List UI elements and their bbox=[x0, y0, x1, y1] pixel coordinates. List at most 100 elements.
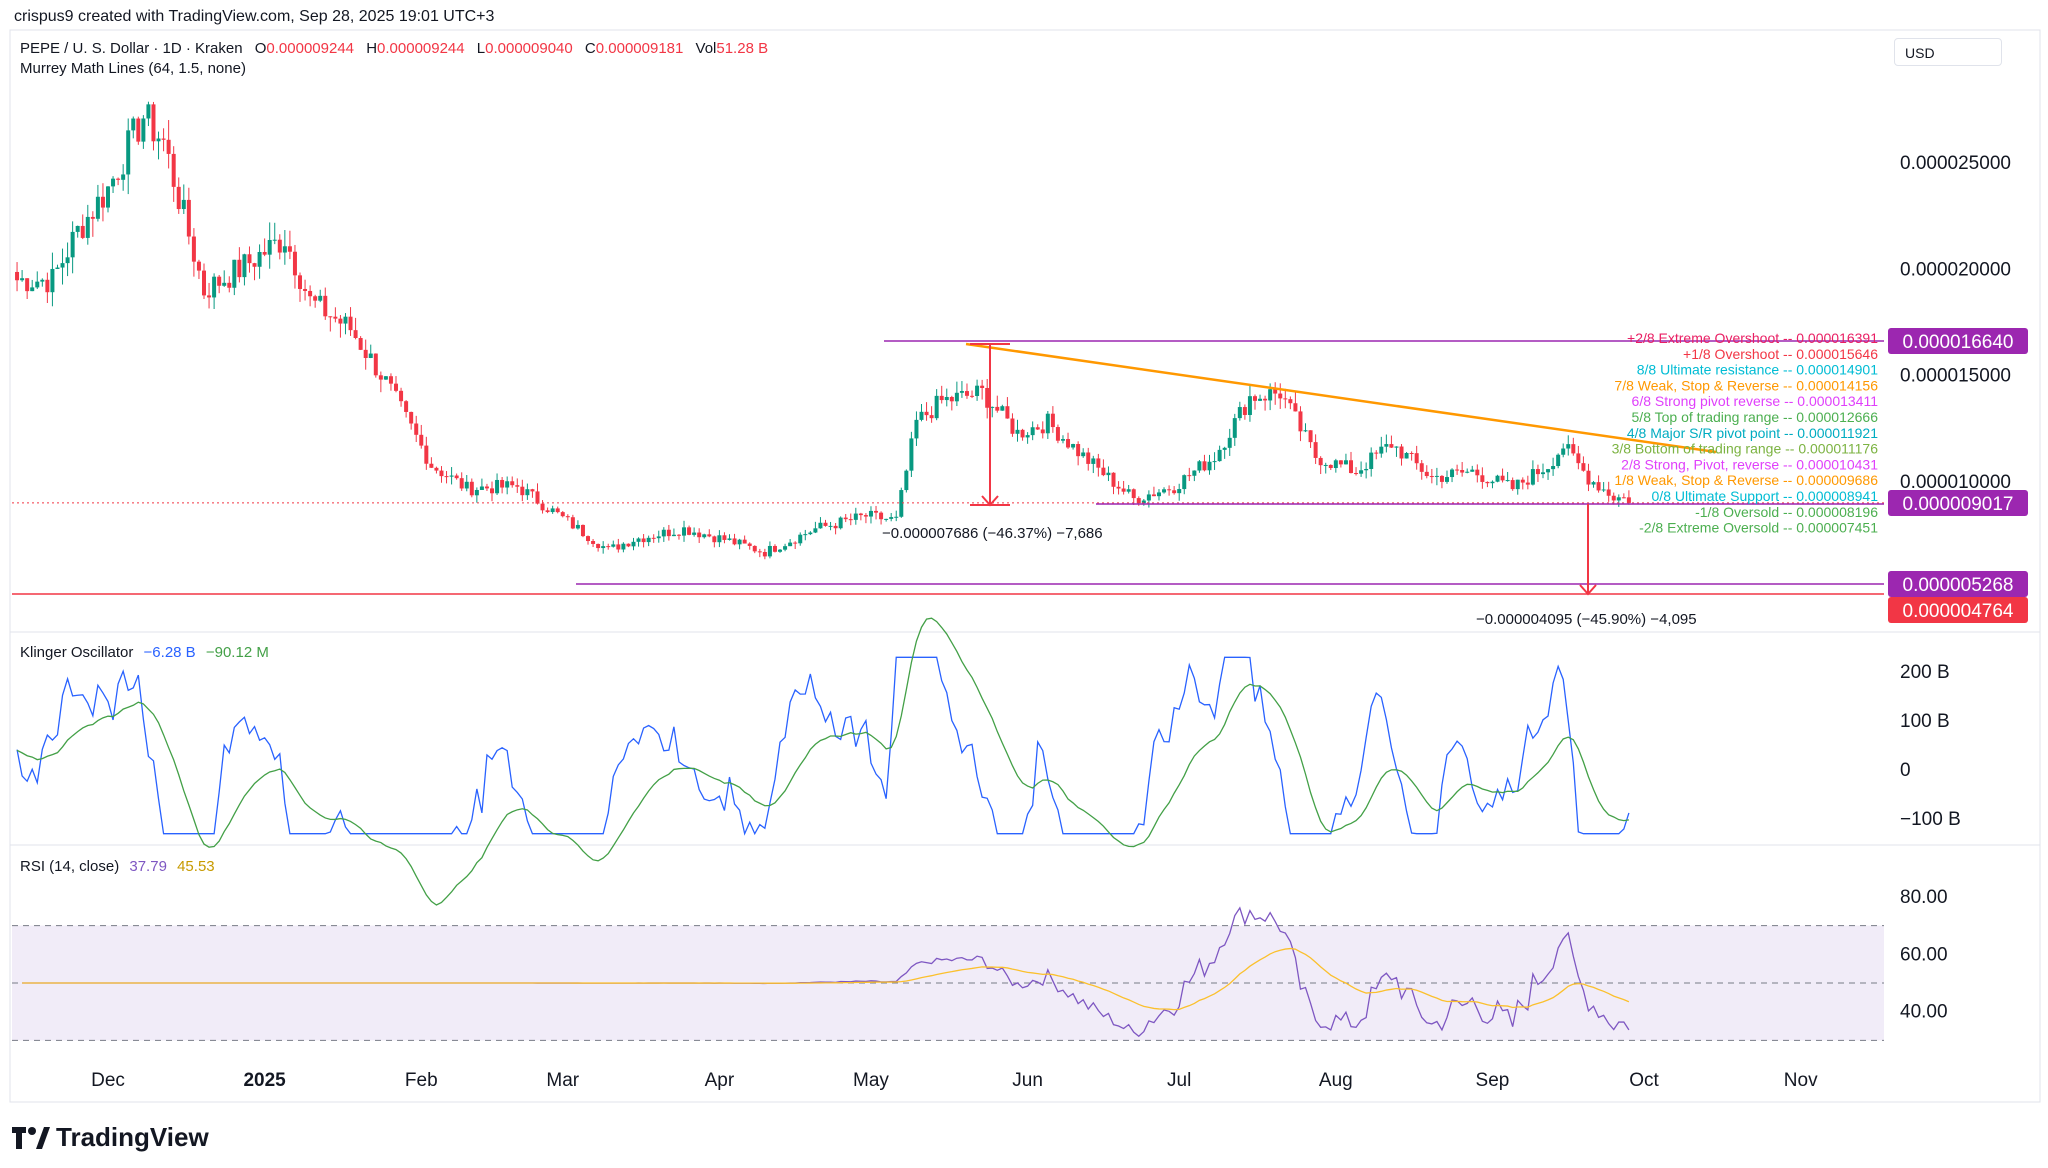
klinger-legend[interactable]: Klinger Oscillator −6.28 B −90.12 M bbox=[20, 644, 269, 661]
candle-body bbox=[65, 257, 70, 264]
candle-body bbox=[1525, 482, 1530, 485]
open-value: 0.000009244 bbox=[266, 40, 355, 57]
candle-body bbox=[424, 445, 429, 464]
candle-body bbox=[1156, 492, 1161, 497]
candle-body bbox=[843, 517, 848, 520]
candle-body bbox=[1359, 470, 1364, 474]
candle-body bbox=[555, 508, 560, 513]
symbol-title[interactable]: PEPE / U. S. Dollar · 1D · Kraken bbox=[20, 40, 243, 57]
candle-body bbox=[1096, 458, 1101, 468]
candle-body bbox=[1227, 437, 1232, 448]
candle-body bbox=[1591, 482, 1596, 485]
candle-body bbox=[959, 391, 964, 393]
murrey-indicator-title[interactable]: Murrey Math Lines (64, 1.5, none) bbox=[20, 60, 246, 77]
time-axis-label: 2025 bbox=[243, 1070, 286, 1091]
candle-body bbox=[363, 349, 368, 358]
ohlc-legend: PEPE / U. S. Dollar · 1D · Kraken O0.000… bbox=[20, 40, 768, 57]
candle-body bbox=[358, 338, 363, 350]
candle-body bbox=[717, 535, 722, 543]
candle-body bbox=[1101, 467, 1106, 476]
candle-body bbox=[545, 510, 550, 513]
candle-body bbox=[1293, 403, 1298, 412]
open-label: O bbox=[254, 40, 267, 57]
candle-body bbox=[45, 279, 50, 293]
candle-body bbox=[550, 508, 555, 513]
murrey-level-label: +2/8 Extreme Overshoot -- 0.000016391 bbox=[1627, 330, 1878, 346]
candle-body bbox=[1045, 413, 1050, 434]
chart-frame bbox=[9, 29, 2041, 1103]
currency-selector[interactable]: USD bbox=[1894, 38, 2002, 66]
candle-body bbox=[1217, 449, 1222, 462]
candle-body bbox=[368, 353, 373, 358]
candle-body bbox=[343, 316, 348, 324]
candle-body bbox=[1530, 469, 1535, 485]
candle-body bbox=[1167, 489, 1172, 491]
candle-body bbox=[868, 510, 873, 517]
candle-body bbox=[95, 196, 100, 219]
candle-body bbox=[272, 239, 277, 241]
candle-body bbox=[1187, 475, 1192, 477]
candle-body bbox=[1586, 470, 1591, 485]
candle-body bbox=[525, 489, 530, 496]
measurement-label: −0.000004095 (−45.90%) −4,095 bbox=[1476, 611, 1697, 628]
candle-body bbox=[980, 385, 985, 388]
candle-body bbox=[737, 539, 742, 545]
candle-body bbox=[1222, 447, 1227, 450]
candle-body bbox=[60, 263, 65, 268]
candle-body bbox=[712, 536, 717, 543]
candle-body bbox=[338, 318, 343, 324]
close-label: C bbox=[584, 40, 596, 57]
candle-body bbox=[1394, 446, 1399, 448]
candle-body bbox=[1343, 460, 1348, 465]
price-tag-label: 0.000009017 bbox=[1903, 494, 2014, 515]
candle-body bbox=[1354, 473, 1359, 475]
price-tag bbox=[1888, 328, 2028, 354]
candle-body bbox=[1434, 475, 1439, 477]
candle-body bbox=[151, 104, 156, 142]
candle-body bbox=[1389, 444, 1394, 448]
rsi-axis-label: 40.00 bbox=[1900, 1002, 1948, 1023]
klinger-title: Klinger Oscillator bbox=[20, 644, 134, 661]
candle-body bbox=[914, 419, 919, 439]
klinger-value: −6.28 B bbox=[143, 644, 196, 661]
candle-body bbox=[1601, 489, 1606, 491]
murrey-level-label: 1/8 Weak, Stop & Reverse -- 0.000009686 bbox=[1614, 472, 1878, 488]
candle-body bbox=[586, 536, 591, 542]
candle-body bbox=[1495, 475, 1500, 482]
rsi-title: RSI (14, close) bbox=[20, 858, 120, 875]
candle-body bbox=[399, 390, 404, 402]
price-tag-label: 0.000016640 bbox=[1903, 332, 2014, 353]
candle-body bbox=[1258, 398, 1263, 401]
candle-body bbox=[803, 534, 808, 536]
candle-body bbox=[1455, 469, 1460, 471]
volume-label: Vol bbox=[695, 40, 717, 57]
candle-body bbox=[1081, 452, 1086, 457]
rsi-legend[interactable]: RSI (14, close) 37.79 45.53 bbox=[20, 858, 215, 875]
candle-body bbox=[303, 288, 308, 291]
candle-body bbox=[373, 353, 378, 376]
candle-body bbox=[899, 490, 904, 517]
candle-body bbox=[954, 392, 959, 402]
candle-body bbox=[161, 138, 166, 140]
candle-body bbox=[207, 295, 212, 298]
candle-body bbox=[1384, 444, 1389, 447]
candle-body bbox=[1000, 406, 1005, 411]
time-axis-label: Oct bbox=[1629, 1070, 1659, 1091]
candle-body bbox=[621, 543, 626, 550]
candle-body bbox=[378, 375, 383, 380]
candle-body bbox=[1207, 461, 1212, 471]
candle-body bbox=[1242, 407, 1247, 415]
candle-body bbox=[126, 130, 131, 175]
candle-body bbox=[838, 517, 843, 529]
candle-body bbox=[156, 138, 161, 142]
candle-body bbox=[1055, 427, 1060, 441]
candle-body bbox=[1364, 468, 1369, 471]
candle-body bbox=[1288, 399, 1293, 404]
measure-arrow-head bbox=[981, 495, 999, 507]
candle-body bbox=[217, 276, 222, 286]
candle-body bbox=[1106, 472, 1111, 476]
candle-body bbox=[141, 118, 146, 142]
candle-body bbox=[1268, 389, 1273, 401]
candle-body bbox=[353, 330, 358, 339]
